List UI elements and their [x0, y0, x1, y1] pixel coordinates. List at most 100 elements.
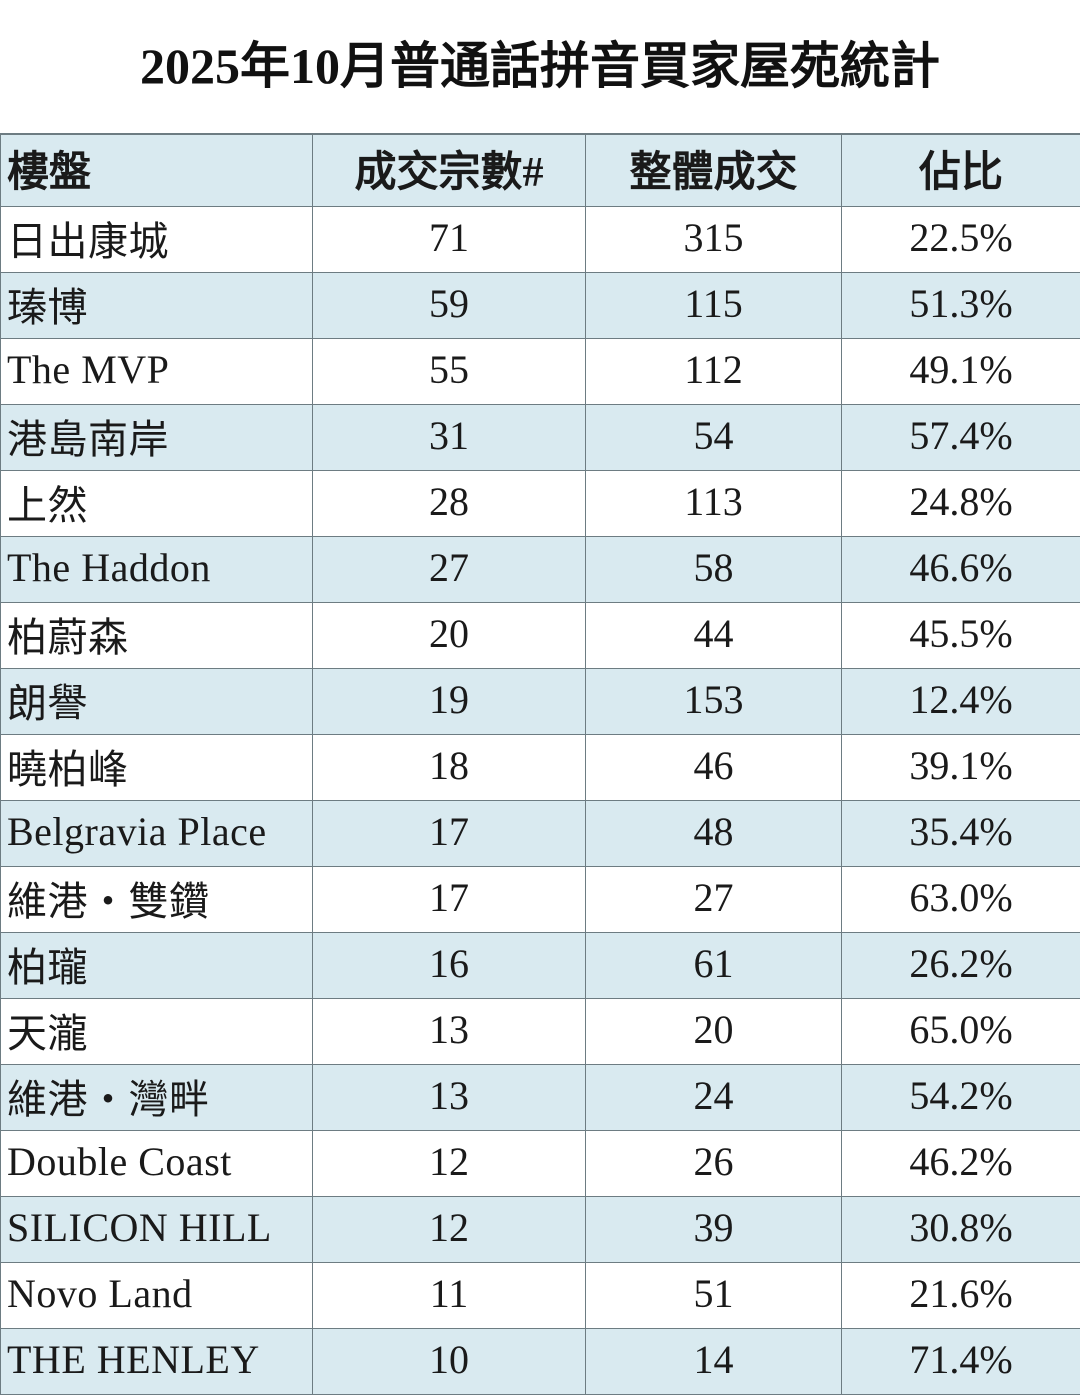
cell-total-deals: 51 [586, 1263, 842, 1329]
cell-total-deals: 54 [586, 405, 842, 471]
cell-total-deals: 113 [586, 471, 842, 537]
cell-deal-count: 59 [313, 273, 586, 339]
cell-estate-name: The MVP [1, 339, 313, 405]
cell-share-percent: 12.4% [842, 669, 1080, 735]
cell-deal-count: 13 [313, 1065, 586, 1131]
cell-estate-name: 柏蔚森 [1, 603, 313, 669]
cell-deal-count: 20 [313, 603, 586, 669]
cell-deal-count: 10 [313, 1329, 586, 1395]
cell-deal-count: 16 [313, 933, 586, 999]
cell-estate-name: THE HENLEY [1, 1329, 313, 1395]
cell-share-percent: 30.8% [842, 1197, 1080, 1263]
cell-share-percent: 71.4% [842, 1329, 1080, 1395]
cell-total-deals: 14 [586, 1329, 842, 1395]
cell-deal-count: 11 [313, 1263, 586, 1329]
cell-deal-count: 17 [313, 801, 586, 867]
cell-share-percent: 46.2% [842, 1131, 1080, 1197]
cell-deal-count: 27 [313, 537, 586, 603]
cell-estate-name: 維港・雙鑽 [1, 867, 313, 933]
cell-estate-name: 柏瓏 [1, 933, 313, 999]
cell-deal-count: 31 [313, 405, 586, 471]
cell-total-deals: 315 [586, 207, 842, 273]
cell-share-percent: 22.5% [842, 207, 1080, 273]
column-header-deals: 成交宗數# [313, 134, 586, 207]
table-header: 樓盤 成交宗數# 整體成交 佔比 [1, 134, 1080, 207]
column-header-name: 樓盤 [1, 134, 313, 207]
cell-total-deals: 112 [586, 339, 842, 405]
cell-deal-count: 12 [313, 1197, 586, 1263]
cell-estate-name: 港島南岸 [1, 405, 313, 471]
cell-share-percent: 63.0% [842, 867, 1080, 933]
cell-share-percent: 49.1% [842, 339, 1080, 405]
cell-total-deals: 27 [586, 867, 842, 933]
page-root: 2025年10月普通話拼音買家屋苑統計 樓盤 成交宗數# 整體成交 佔比 日出康… [0, 0, 1080, 1302]
cell-estate-name: Belgravia Place [1, 801, 313, 867]
cell-share-percent: 65.0% [842, 999, 1080, 1065]
cell-deal-count: 71 [313, 207, 586, 273]
cell-share-percent: 57.4% [842, 405, 1080, 471]
cell-estate-name: 上然 [1, 471, 313, 537]
cell-share-percent: 21.6% [842, 1263, 1080, 1329]
cell-total-deals: 115 [586, 273, 842, 339]
cell-deal-count: 12 [313, 1131, 586, 1197]
cell-estate-name: 曉柏峰 [1, 735, 313, 801]
cell-estate-name: Double Coast [1, 1131, 313, 1197]
cell-share-percent: 35.4% [842, 801, 1080, 867]
cell-total-deals: 48 [586, 801, 842, 867]
cell-total-deals: 61 [586, 933, 842, 999]
cell-deal-count: 13 [313, 999, 586, 1065]
cell-deal-count: 55 [313, 339, 586, 405]
cell-total-deals: 58 [586, 537, 842, 603]
cell-share-percent: 24.8% [842, 471, 1080, 537]
cell-total-deals: 39 [586, 1197, 842, 1263]
cell-estate-name: 瑧博 [1, 273, 313, 339]
table-header-row: 樓盤 成交宗數# 整體成交 佔比 [1, 134, 1080, 207]
cell-estate-name: The Haddon [1, 537, 313, 603]
cell-deal-count: 19 [313, 669, 586, 735]
cell-estate-name: 日出康城 [1, 207, 313, 273]
cell-estate-name: SILICON HILL [1, 1197, 313, 1263]
cell-estate-name: 朗譽 [1, 669, 313, 735]
cell-share-percent: 45.5% [842, 603, 1080, 669]
page-title: 2025年10月普通話拼音買家屋苑統計 [0, 0, 1080, 133]
cell-total-deals: 20 [586, 999, 842, 1065]
cell-total-deals: 153 [586, 669, 842, 735]
column-header-total: 整體成交 [586, 134, 842, 207]
cell-total-deals: 26 [586, 1131, 842, 1197]
column-header-share: 佔比 [842, 134, 1080, 207]
cell-deal-count: 17 [313, 867, 586, 933]
cell-total-deals: 46 [586, 735, 842, 801]
cell-estate-name: 天瀧 [1, 999, 313, 1065]
cell-total-deals: 44 [586, 603, 842, 669]
cell-estate-name: 維港・灣畔 [1, 1065, 313, 1131]
cell-share-percent: 39.1% [842, 735, 1080, 801]
cell-deal-count: 28 [313, 471, 586, 537]
cell-total-deals: 24 [586, 1065, 842, 1131]
cell-deal-count: 18 [313, 735, 586, 801]
cell-estate-name: Novo Land [1, 1263, 313, 1329]
cell-share-percent: 26.2% [842, 933, 1080, 999]
cell-share-percent: 51.3% [842, 273, 1080, 339]
cell-share-percent: 54.2% [842, 1065, 1080, 1131]
cell-share-percent: 46.6% [842, 537, 1080, 603]
